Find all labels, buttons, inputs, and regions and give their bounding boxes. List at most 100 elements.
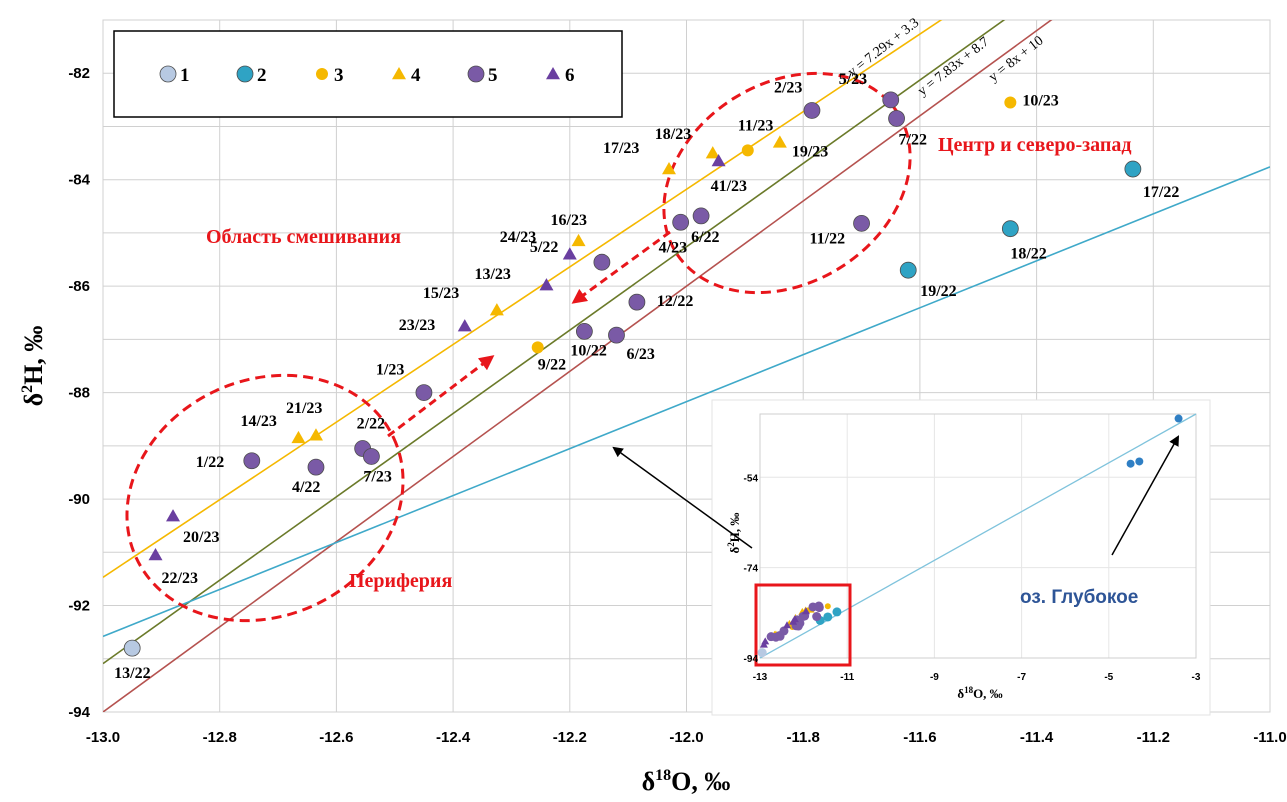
equation-line-2: y = 7.83x + 8.7 (915, 35, 992, 100)
x-axis-label: δ18O, ‰ (642, 767, 731, 796)
point-series-1 (123, 639, 141, 657)
inset-point (823, 612, 833, 622)
inset-lake-point (1135, 457, 1144, 466)
point-label: 18/22 (1010, 246, 1046, 263)
point-label: 17/23 (603, 140, 639, 157)
regression-line-3 (103, 20, 1053, 712)
point-label: 23/23 (399, 317, 435, 334)
inset-x-tick-label: -11 (840, 672, 854, 683)
point-label: 10/23 (1022, 93, 1058, 110)
inset-point (771, 632, 781, 642)
point-series-4 (489, 303, 504, 316)
point-series-5 (888, 110, 905, 127)
y-tick-label: -82 (68, 65, 90, 82)
point-series-4 (661, 162, 676, 175)
y-tick-label: -86 (68, 278, 90, 295)
y-tick-label: -84 (68, 172, 90, 189)
lake-arrow (1111, 435, 1180, 556)
point-label: 6/23 (626, 346, 654, 363)
legend-marker-4 (392, 67, 406, 80)
point-label: 17/22 (1143, 184, 1179, 201)
inset-lake-point (1126, 459, 1135, 468)
point-series-2 (1124, 160, 1142, 178)
legend-marker-3 (316, 68, 328, 80)
point-labels: 13/22 17/22 18/22 19/22 10/23 11/23 9/22 17/23 1… (114, 71, 1179, 682)
x-tick-label: -11.4 (1020, 729, 1054, 746)
region-label-periphery: Периферия (349, 570, 452, 592)
x-tick-label: -12.2 (553, 729, 587, 746)
mixing-arrow-down (571, 230, 671, 304)
legend-label-2: 2 (257, 65, 267, 86)
point-label: 11/22 (810, 230, 846, 247)
inset-point (789, 617, 798, 625)
point-series-5 (672, 213, 690, 231)
inset-tick-labels: -13 -11 -9 -7 -5 -3 -54 -74 -94 (744, 473, 1201, 683)
region-label-center: Центр и северо-запад (938, 134, 1132, 156)
legend-label-1: 1 (180, 65, 190, 86)
point-series-5 (593, 253, 611, 271)
x-tick-label: -12.4 (436, 729, 471, 746)
plot-area-border (102, 19, 1271, 713)
point-series-4 (291, 430, 306, 444)
point-series-6 (539, 278, 554, 291)
inset-point (801, 607, 810, 615)
point-series-2 (899, 261, 917, 279)
point-series-5 (853, 214, 870, 232)
point-series-5 (692, 207, 710, 225)
point-label: 1/22 (196, 454, 224, 471)
inset-x-tick-label: -3 (1192, 672, 1201, 683)
point-label: 16/23 (551, 212, 587, 229)
equation-line-3: y = 8x + 10 (986, 33, 1046, 85)
inset-grid (759, 413, 1197, 659)
x-tick-label: -12.6 (319, 729, 353, 746)
y-tick-label: -94 (68, 704, 90, 721)
point-series-4 (571, 233, 586, 247)
y-axis-label: δ2H, ‰ (19, 326, 48, 407)
legend-label-5: 5 (488, 65, 498, 86)
point-label: 19/22 (920, 283, 956, 300)
point-series-5 (882, 91, 900, 109)
inset-point (812, 612, 822, 622)
point-series-5 (803, 102, 821, 119)
ellipse-center-northwest (662, 71, 912, 295)
legend-marker-6 (546, 67, 560, 80)
point-label: 5/22 (530, 239, 558, 256)
point-label: 13/22 (114, 665, 150, 682)
point-label: 2/22 (357, 416, 385, 433)
point-series-5 (628, 293, 646, 311)
lake-label: оз. Глубокое (1020, 587, 1138, 608)
point-label: 5/23 (839, 71, 867, 88)
point-series-6 (148, 547, 163, 561)
inset-x-tick-label: -7 (1017, 672, 1026, 683)
point-series-3 (531, 341, 544, 354)
inset-y-tick-label: -74 (744, 564, 759, 575)
inset-x-tick-label: -9 (930, 672, 939, 683)
legend: 1 2 3 4 5 6 (113, 30, 623, 118)
y-tick-labels: -94 -92 -90 -88 -86 -84 -82 (68, 65, 90, 721)
x-tick-label: -11.8 (787, 729, 820, 746)
y-tick-label: -88 (68, 385, 90, 402)
point-series-5 (608, 326, 625, 344)
inset-chart: -13 -11 -9 -7 -5 -3 -54 -74 -94 δ18O, ‰ δ2H, ‰ о… (711, 399, 1211, 716)
inset-point (832, 607, 842, 617)
point-series-5 (415, 384, 433, 402)
inset-pointer-arrow (612, 446, 753, 549)
regression-line-1 (103, 20, 943, 578)
ellipse-periphery (125, 373, 405, 623)
mixing-arrow-up (387, 355, 495, 438)
region-label-mixing: Область смешивания (206, 226, 401, 248)
inset-highlight-box (754, 583, 852, 667)
regression-lines (103, 20, 1270, 712)
y-tick-label: -92 (68, 598, 90, 615)
x-tick-label: -11.0 (1253, 729, 1286, 746)
inset-plot-border (759, 413, 1197, 659)
inset-x-tick-label: -5 (1104, 672, 1113, 683)
point-series-5 (363, 448, 380, 465)
x-tick-label: -11.2 (1137, 729, 1170, 746)
inset-point (824, 603, 831, 610)
inset-y-tick-label: -94 (744, 654, 759, 665)
point-series-3 (1004, 96, 1017, 109)
point-label: 20/23 (183, 529, 219, 546)
inset-gmwl-line (759, 413, 1197, 659)
